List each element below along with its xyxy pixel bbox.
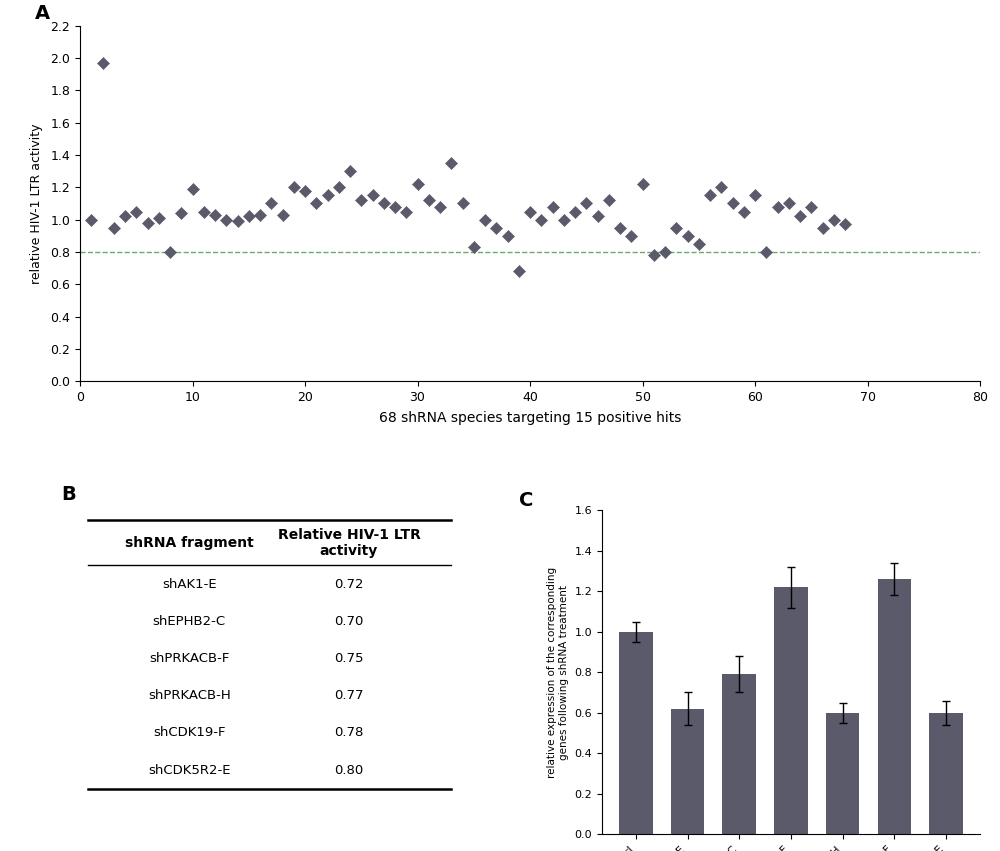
Point <box>252 208 268 221</box>
Text: A: A <box>35 4 50 23</box>
Point <box>218 213 234 226</box>
Point <box>365 189 381 203</box>
Bar <box>722 674 756 834</box>
Point <box>83 213 99 226</box>
Text: Relative HIV-1 LTR
activity: Relative HIV-1 LTR activity <box>278 528 420 558</box>
Point <box>725 197 741 210</box>
Point <box>792 209 808 223</box>
Point <box>781 197 797 210</box>
Point <box>736 205 752 219</box>
Point <box>713 180 729 194</box>
Point <box>837 218 853 231</box>
Point <box>500 229 516 243</box>
Point <box>533 213 549 226</box>
Point <box>758 245 774 259</box>
Point <box>421 193 437 207</box>
Bar <box>619 631 653 834</box>
Text: 0.75: 0.75 <box>334 652 364 665</box>
Text: 0.78: 0.78 <box>334 727 364 740</box>
Point <box>803 200 819 214</box>
Point <box>139 216 156 230</box>
Text: shCDK5R2-E: shCDK5R2-E <box>148 763 230 777</box>
Point <box>94 56 111 70</box>
Y-axis label: relative expression of the corresponding
genes following shRNA treatment: relative expression of the corresponding… <box>547 567 569 778</box>
Point <box>410 177 426 191</box>
Point <box>826 213 842 226</box>
Point <box>747 189 763 203</box>
Point <box>432 200 448 214</box>
Point <box>544 200 560 214</box>
Point <box>286 180 302 194</box>
Point <box>612 221 628 235</box>
Point <box>601 193 617 207</box>
Point <box>578 197 594 210</box>
Point <box>320 189 336 203</box>
Point <box>297 184 313 197</box>
Point <box>398 205 414 219</box>
X-axis label: 68 shRNA species targeting 15 positive hits: 68 shRNA species targeting 15 positive h… <box>379 411 681 425</box>
Point <box>770 200 786 214</box>
Text: shAK1-E: shAK1-E <box>162 578 217 591</box>
Point <box>117 209 133 223</box>
Point <box>455 197 471 210</box>
Point <box>387 200 403 214</box>
Text: shEPHB2-C: shEPHB2-C <box>153 614 226 628</box>
Point <box>184 182 200 196</box>
Text: shRNA fragment: shRNA fragment <box>125 536 254 550</box>
Bar <box>826 712 859 834</box>
Point <box>815 221 831 235</box>
Point <box>342 164 358 178</box>
Text: shPRKACB-H: shPRKACB-H <box>148 689 231 702</box>
Bar <box>774 587 808 834</box>
Text: C: C <box>519 491 533 510</box>
Point <box>477 213 493 226</box>
Text: shPRKACB-F: shPRKACB-F <box>149 652 229 665</box>
Point <box>241 209 257 223</box>
Point <box>207 208 223 221</box>
Point <box>466 240 482 254</box>
Point <box>353 193 369 207</box>
Point <box>567 205 583 219</box>
Point <box>668 221 684 235</box>
Bar <box>878 580 911 834</box>
Point <box>680 229 696 243</box>
Y-axis label: relative HIV-1 LTR activity: relative HIV-1 LTR activity <box>30 123 43 283</box>
Point <box>308 197 324 210</box>
Point <box>443 157 459 170</box>
Point <box>151 211 167 225</box>
Point <box>173 206 189 220</box>
Point <box>511 265 527 278</box>
Point <box>702 189 718 203</box>
Text: shCDK19-F: shCDK19-F <box>153 727 225 740</box>
Point <box>646 248 662 262</box>
Point <box>522 205 538 219</box>
Point <box>590 209 606 223</box>
Point <box>556 213 572 226</box>
Point <box>376 197 392 210</box>
Point <box>128 205 144 219</box>
Point <box>106 221 122 235</box>
Bar <box>671 709 704 834</box>
Bar <box>929 712 963 834</box>
Text: 0.70: 0.70 <box>334 614 364 628</box>
Point <box>263 197 279 210</box>
Point <box>623 229 639 243</box>
Point <box>331 180 347 194</box>
Point <box>162 245 178 259</box>
Point <box>230 214 246 228</box>
Point <box>657 245 673 259</box>
Text: 0.72: 0.72 <box>334 578 364 591</box>
Point <box>635 177 651 191</box>
Point <box>691 237 707 251</box>
Point <box>196 205 212 219</box>
Text: 0.80: 0.80 <box>334 763 364 777</box>
Text: B: B <box>61 484 76 504</box>
Point <box>274 208 291 221</box>
Point <box>488 221 504 235</box>
Text: 0.77: 0.77 <box>334 689 364 702</box>
